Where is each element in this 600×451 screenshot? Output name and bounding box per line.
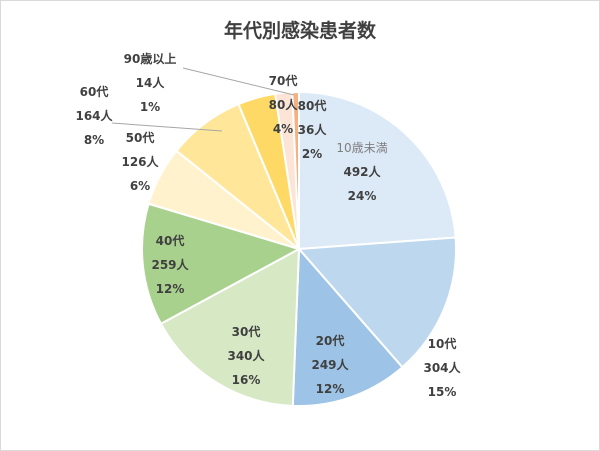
data-label: 40代 259人 12%: [151, 233, 189, 296]
pie-slice: [298, 90, 457, 251]
leader-line: [111, 122, 223, 132]
data-label: 50代 126人 6%: [121, 130, 159, 193]
data-label: 10歳未満 492人 24%: [336, 141, 387, 203]
data-label: 60代 164人 8%: [75, 84, 113, 147]
data-label: 30代 340人 16%: [227, 324, 265, 387]
pie-slice: [141, 202, 302, 326]
pie-slice: [291, 90, 300, 250]
data-label: 70代 80人 4%: [269, 73, 299, 136]
data-label: 20代 249人 12%: [311, 333, 349, 396]
pie-slice: [159, 247, 301, 407]
pie-slice: [291, 246, 404, 407]
pie-slice: [296, 236, 457, 369]
data-label: 90歳以上 14人 1%: [124, 51, 177, 114]
chart-title: 年代別感染患者数: [223, 20, 376, 42]
data-label: 10代 304人 15%: [423, 336, 461, 399]
leader-line: [182, 67, 295, 96]
data-label: 80代 36人 2%: [298, 98, 328, 161]
